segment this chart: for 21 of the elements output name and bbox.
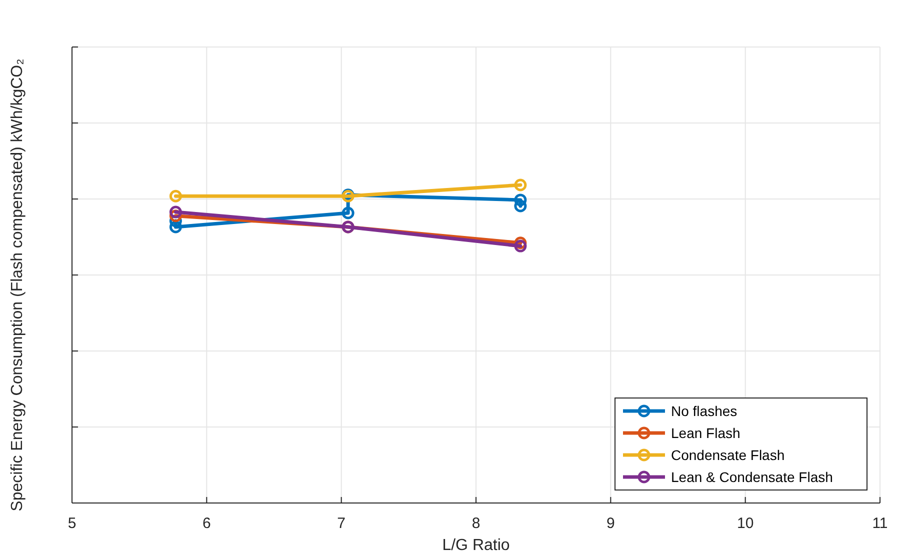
x-tick-label: 10 xyxy=(736,515,754,532)
point xyxy=(342,206,354,220)
x-tick-label: 7 xyxy=(337,515,346,532)
legend-label: Lean Flash xyxy=(671,425,740,441)
x-tick-label: 9 xyxy=(606,515,615,532)
point xyxy=(514,178,527,192)
legend-label: Lean & Condensate Flash xyxy=(671,469,833,485)
point xyxy=(169,220,182,234)
y-axis-title: Specific Energy Consumption (Flash compensated) kWh/kgCO₂ xyxy=(9,58,26,512)
x-tick-label: 11 xyxy=(872,515,888,532)
point xyxy=(514,194,527,206)
point xyxy=(169,190,182,202)
point xyxy=(169,206,182,218)
x-tick-label: 8 xyxy=(472,515,480,532)
legend-label: No flashes xyxy=(671,403,738,419)
x-axis-title: L/G Ratio xyxy=(442,537,510,554)
point xyxy=(514,240,527,252)
point xyxy=(514,200,527,212)
legend-label: Condensate Flash xyxy=(671,447,785,463)
x-tick-label: 5 xyxy=(68,515,76,532)
x-tick-label: 6 xyxy=(202,515,211,532)
